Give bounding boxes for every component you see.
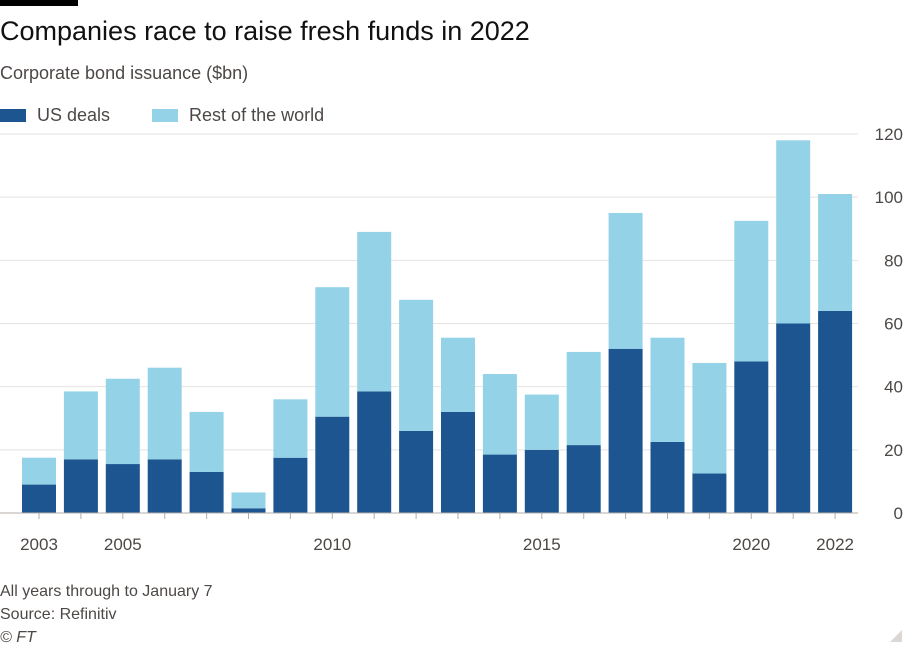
bar-chart: 0 20 40 60 80 100 120 2003 2005 2010 2015 2020 2022 [0,125,903,554]
bar-row-2014 [482,374,517,455]
bar-row-2007 [189,411,224,472]
legend-label-us-deals: US deals [37,104,111,125]
bar-row-2005 [105,378,140,465]
bar-us-2008 [231,508,266,513]
bar-row-2013 [441,337,475,412]
bar-row-2020 [734,220,769,362]
bar-us-2013 [441,411,475,513]
y-tick-label-20: 20 [884,441,903,460]
y-tick-label-100: 100 [875,188,903,207]
bar-row-2009 [273,399,308,458]
bar-us-2022 [818,310,853,513]
legend-swatch-us-deals [0,108,26,122]
bar-row-2022 [818,194,853,311]
bar-us-2021 [776,323,811,513]
bar-us-2004 [63,459,98,513]
y-tick-label-40: 40 [884,378,903,397]
footnote: All years through to January 7 [0,583,213,600]
bar-us-2009 [273,457,308,513]
y-tick-label-0: 0 [894,504,903,523]
bar-row-2010 [315,287,350,417]
bar-row-2021 [776,140,811,324]
chart-subtitle: Corporate bond issuance ($bn) [0,63,249,83]
bar-row-2004 [63,391,98,460]
x-tick-label-2020: 2020 [732,535,770,554]
y-tick-label-80: 80 [884,251,903,270]
bar-row-2003 [22,457,56,485]
legend: US deals Rest of the world [0,104,366,126]
legend-swatch-rest-of-world [152,108,179,122]
resize-corner-icon [890,630,902,642]
bar-row-2008 [231,492,266,509]
copyright: © FT [0,629,36,646]
legend-item-rest-of-world: Rest of the world [152,105,324,126]
bar-us-2018 [650,441,685,513]
bar-us-2014 [482,454,517,513]
legend-item-us-deals: US deals [0,105,110,126]
y-tick-label-120: 120 [875,125,903,144]
bar-us-2017 [608,348,643,513]
x-tick-label-2022: 2022 [816,535,854,554]
ft-top-bar [0,0,78,6]
x-tick-label-2003: 2003 [20,535,58,554]
bar-row-2006 [147,367,182,460]
bar-row-2015 [524,394,559,450]
bar-row-2019 [692,362,727,474]
bar-row-2017 [608,212,643,349]
legend-label-rest-of-world: Rest of the world [189,104,325,125]
y-tick-label-60: 60 [884,315,903,334]
bar-us-2006 [147,459,182,513]
bar-us-2007 [189,471,224,513]
bar-us-2012 [399,430,434,513]
x-tick-label-2015: 2015 [523,535,561,554]
bar-us-2016 [566,445,601,513]
bar-row-2012 [399,299,434,431]
source-line: Source: Refinitiv [0,606,117,623]
bar-us-2003 [22,484,56,513]
bar-row-2018 [650,337,685,442]
bar-us-2010 [315,416,350,513]
bar-us-2020 [734,361,769,513]
bar-us-2005 [105,464,140,513]
bar-us-2015 [524,449,559,513]
bar-us-2011 [357,391,392,513]
x-tick-label-2010: 2010 [313,535,351,554]
bar-row-2011 [357,231,392,392]
chart-title: Companies race to raise fresh funds in 2… [0,16,530,46]
x-tick-label-2005: 2005 [104,535,142,554]
bar-us-2019 [692,473,727,513]
bar-row-2016 [566,351,601,446]
